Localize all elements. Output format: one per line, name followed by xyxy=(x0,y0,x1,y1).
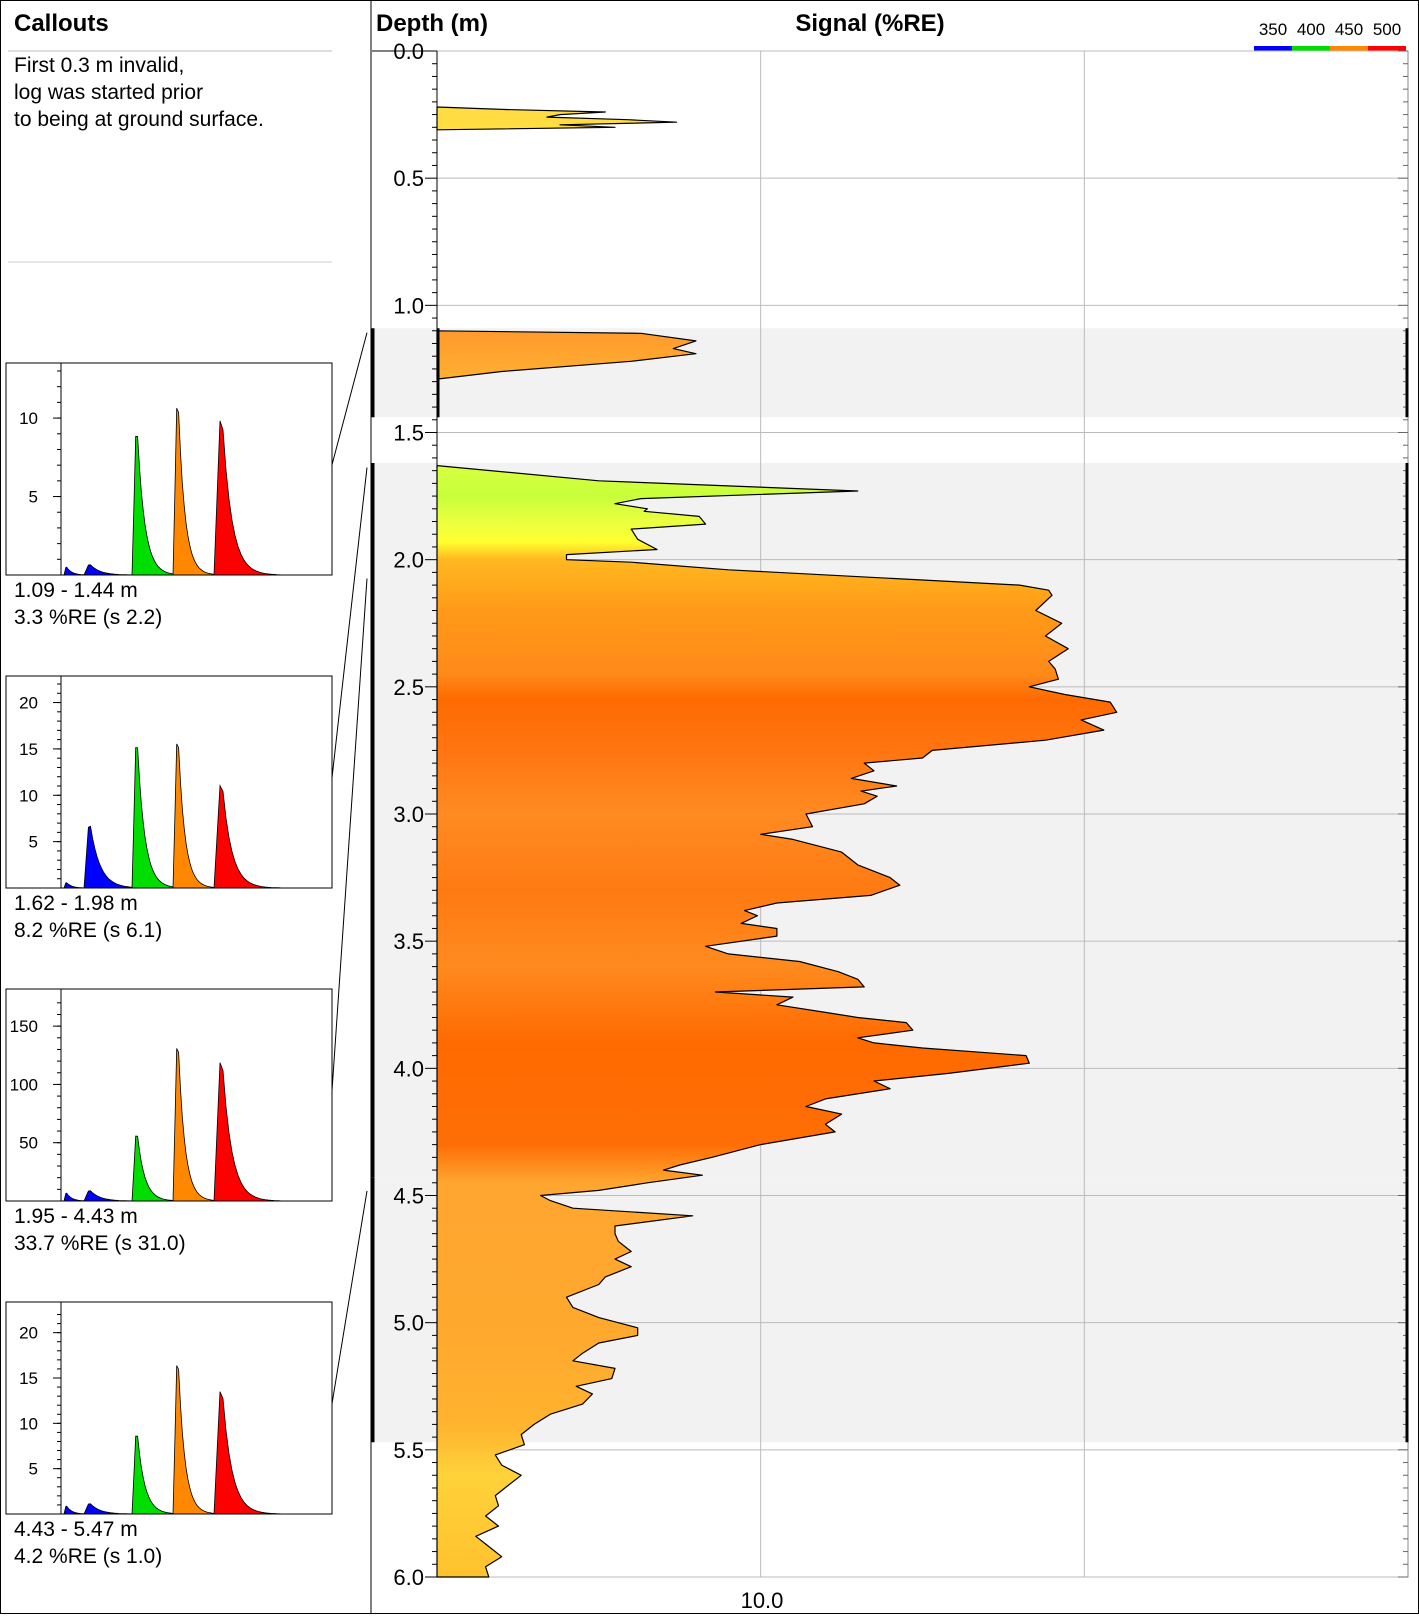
callout-range-label: 4.43 - 5.47 m xyxy=(14,1518,138,1541)
callout-spectrum-peak xyxy=(172,743,215,889)
callout-spectrum-peak xyxy=(172,1365,215,1515)
depth-tick-label: 0.5 xyxy=(393,166,424,191)
callout-range-label: 1.95 - 4.43 m xyxy=(14,1205,138,1228)
depth-axis: 0.0 0.5 1.0 1.5 2.0 2.5 3.0 3.5 4.0 4.5 5.0 5.5 6.0 xyxy=(393,39,438,1590)
depth-axis-label: Depth (m) xyxy=(376,10,488,37)
callout-spectrum-peak xyxy=(131,1135,174,1202)
depth-tick-label: 6.0 xyxy=(393,1565,424,1590)
callout-note: First 0.3 m invalid, log was started pri… xyxy=(14,54,264,131)
callout-panel-frame xyxy=(5,1301,333,1515)
depth-tick-label: 0.0 xyxy=(393,39,424,64)
callout-spectrum-peak xyxy=(131,1435,174,1515)
callout-y-tick-label: 150 xyxy=(10,1017,38,1036)
depth-tick-label: 1.0 xyxy=(393,293,424,318)
signal-axis-title: Signal (%RE) xyxy=(795,10,944,37)
callout-connector xyxy=(331,578,368,1091)
legend-swatch xyxy=(1292,46,1330,51)
depth-tick-label: 2.0 xyxy=(393,548,424,573)
depth-tick-label: 3.0 xyxy=(393,802,424,827)
callout-y-tick-label: 10 xyxy=(19,409,38,428)
depth-tick-label: 5.0 xyxy=(393,1311,424,1336)
callout-y-tick-label: 20 xyxy=(19,694,38,713)
callout-y-tick-label: 100 xyxy=(10,1075,38,1094)
callout-panel: 5 10 15 20 4.43 - 5.47 m 4.2 %RE (s 1.0) xyxy=(5,1190,368,1568)
wavelength-legend: 350 400 450 500 xyxy=(1254,20,1406,51)
legend-label: 400 xyxy=(1297,20,1325,39)
depth-tick-label: 2.5 xyxy=(393,675,424,700)
signal-area xyxy=(436,330,697,380)
depth-tick-label: 3.5 xyxy=(393,929,424,954)
callout-panel: 5 10 15 20 1.62 - 1.98 m 8.2 %RE (s 6.1) xyxy=(5,467,368,942)
signal-area xyxy=(436,106,678,131)
signal-series xyxy=(436,106,1118,1578)
callout-panel-frame xyxy=(5,362,333,576)
callout-y-tick-label: 10 xyxy=(19,786,38,805)
callout-value-label: 8.2 %RE (s 6.1) xyxy=(14,919,162,942)
callout-value-label: 4.2 %RE (s 1.0) xyxy=(14,1545,162,1568)
legend-label: 350 xyxy=(1259,20,1287,39)
callout-range-label: 1.62 - 1.98 m xyxy=(14,892,138,915)
callout-connector xyxy=(331,467,368,778)
callout-panel: 5 10 1.09 - 1.44 m 3.3 %RE (s 2.2) xyxy=(5,332,368,629)
legend-swatch xyxy=(1368,46,1406,51)
callout-spectrum-peak xyxy=(172,407,215,576)
depth-tick-label: 1.5 xyxy=(393,421,424,446)
callout-y-tick-label: 50 xyxy=(19,1134,38,1153)
depth-tick-label: 4.0 xyxy=(393,1056,424,1081)
callouts-header: Callouts xyxy=(14,10,109,37)
callout-y-tick-label: 5 xyxy=(29,833,38,852)
callout-panel-frame xyxy=(5,675,333,889)
callout-connector xyxy=(331,332,368,465)
callout-spectrum-peak xyxy=(131,747,174,889)
callout-y-tick-label: 20 xyxy=(19,1324,38,1343)
callout-y-tick-label: 15 xyxy=(19,1369,38,1388)
callout-note-line: First 0.3 m invalid, xyxy=(14,54,184,77)
depth-tick-label: 5.5 xyxy=(393,1438,424,1463)
callout-spectrum-peak xyxy=(131,435,174,576)
callout-y-tick-label: 5 xyxy=(29,488,38,507)
callout-panel-frame xyxy=(5,988,333,1202)
callout-panels: 5 10 1.09 - 1.44 m 3.3 %RE (s 2.2) 5 10 15 20 1.… xyxy=(5,332,368,1568)
callout-value-label: 33.7 %RE (s 31.0) xyxy=(14,1232,186,1255)
legend-label: 500 xyxy=(1373,20,1401,39)
callout-note-line: log was started prior xyxy=(14,81,203,104)
callout-spectrum-peak xyxy=(213,420,281,576)
callout-y-tick-label: 10 xyxy=(19,1414,38,1433)
callout-spectrum-peak xyxy=(172,1048,215,1202)
legend-swatch xyxy=(1330,46,1368,51)
callout-spectrum-peak xyxy=(83,825,133,889)
callout-connector xyxy=(331,1190,368,1404)
callout-note-line: to being at ground surface. xyxy=(14,108,264,131)
legend-swatch xyxy=(1254,46,1292,51)
interval-brackets xyxy=(371,328,1409,1443)
callout-panel: 50 100 150 1.95 - 4.43 m 33.7 %RE (s 31.0) xyxy=(5,578,368,1255)
signal-area xyxy=(436,465,1118,1578)
callout-y-tick-label: 5 xyxy=(29,1460,38,1479)
callout-y-tick-label: 15 xyxy=(19,740,38,759)
signal-axis-tick-label: 10.0 xyxy=(741,1588,784,1613)
legend-label: 450 xyxy=(1335,20,1363,39)
depth-tick-label: 4.5 xyxy=(393,1184,424,1209)
callout-value-label: 3.3 %RE (s 2.2) xyxy=(14,606,162,629)
callout-range-label: 1.09 - 1.44 m xyxy=(14,579,138,602)
